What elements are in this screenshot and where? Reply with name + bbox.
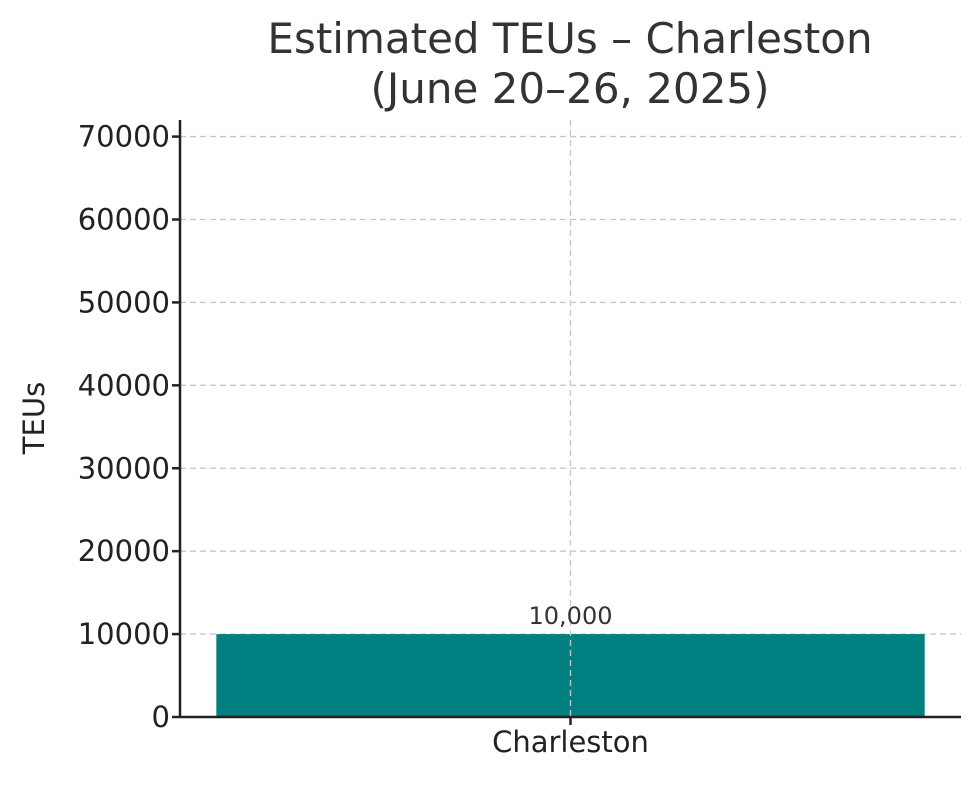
bar-value-label: 10,000 <box>529 602 613 630</box>
y-tick-label: 60000 <box>78 203 170 237</box>
y-tick-label: 40000 <box>78 368 170 402</box>
bar-layer <box>216 120 925 717</box>
y-tick-label: 50000 <box>78 285 170 319</box>
y-tick-label: 30000 <box>78 451 170 485</box>
y-tick-label: 70000 <box>78 120 170 154</box>
axis-layer <box>172 120 961 725</box>
y-tick-label: 20000 <box>78 534 170 568</box>
y-tick-label: 0 <box>152 700 170 734</box>
y-tick-label: 10000 <box>78 617 170 651</box>
x-tick-label: Charleston <box>492 725 649 759</box>
chart-title-line-1: Estimated TEUs – Charleston <box>267 14 872 63</box>
label-layer: Estimated TEUs – Charleston (June 20–26,… <box>17 14 873 759</box>
y-axis-label: TEUs <box>17 382 51 455</box>
chart-title-line-2: (June 20–26, 2025) <box>370 64 769 113</box>
